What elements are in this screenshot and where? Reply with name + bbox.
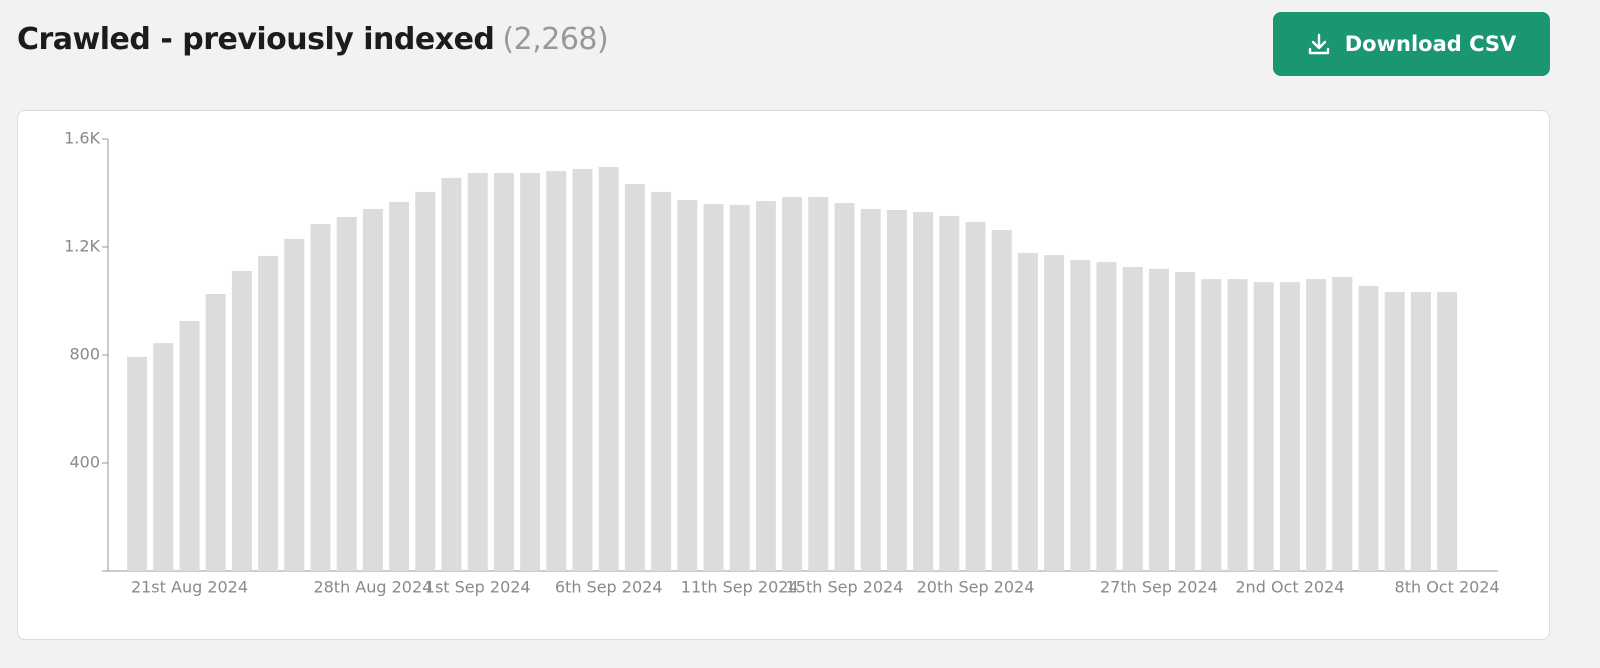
count: (2,268) [502,22,609,57]
bar [1253,282,1274,571]
bar [467,173,488,571]
bar [677,200,698,571]
bar [362,208,383,571]
bar [258,255,279,571]
button-label: Download CSV [1344,32,1517,56]
y-tick-label: 400 [69,453,100,472]
bar [572,168,593,571]
bar [1096,262,1117,571]
bar [939,215,960,571]
bar [1044,255,1065,571]
download-icon [1308,33,1329,55]
bar [755,201,776,571]
bar [1332,276,1353,571]
bar [782,197,803,572]
bar [651,191,672,572]
x-tick-label: 6th Sep 2024 [555,578,663,597]
bar [624,184,645,571]
bar [1384,292,1405,571]
title-text: Crawled - previously indexed [17,22,495,57]
bar [886,210,907,571]
bar [520,173,541,571]
y-tick-label: 1.6K [64,129,100,148]
bar [965,221,986,571]
bar [991,229,1012,572]
bar [336,217,357,571]
x-tick-label: 28th Aug 2024 [313,578,432,597]
x-tick-label: 15th Sep 2024 [786,578,904,597]
x-tick-label: 1st Sep 2024 [425,578,531,597]
bar [231,271,252,571]
bar [415,191,436,572]
bar [1306,279,1327,571]
bar [205,293,226,571]
x-tick-label: 20th Sep 2024 [917,578,1035,597]
bar [598,167,619,571]
y-tick-label: 1.2K [64,237,100,256]
bar [1410,292,1431,571]
page-title: Crawled - previously indexed (2,268) [17,22,609,57]
bar [493,173,514,571]
bar [1148,268,1169,571]
bar [1122,266,1143,571]
bar [546,171,567,571]
bar [127,356,148,571]
x-tick-label: 21st Aug 2024 [131,578,248,597]
bar [860,208,881,571]
y-tick-label: 800 [69,345,100,364]
bar [284,238,305,571]
bar [1201,279,1222,571]
bar [1437,292,1458,571]
bar [441,177,462,571]
bar [389,201,410,571]
bar [1175,272,1196,571]
bar [1227,279,1248,571]
bar [1358,285,1379,571]
bar [1279,282,1300,571]
bar [153,343,174,571]
bar [1070,259,1091,571]
x-tick-label: 2nd Oct 2024 [1235,578,1344,597]
download-button[interactable]: Download CSV [1273,12,1550,76]
bar [310,224,331,572]
bar [834,202,855,572]
x-tick-label: 8th Oct 2024 [1395,578,1500,597]
bar [913,211,934,571]
x-tick-label: 27th Sep 2024 [1100,578,1218,597]
bar [179,320,200,571]
bar [703,204,724,571]
bar [729,204,750,571]
bar [808,197,829,572]
bar [1017,252,1038,571]
x-tick-label: 11th Sep 2024 [681,578,799,597]
